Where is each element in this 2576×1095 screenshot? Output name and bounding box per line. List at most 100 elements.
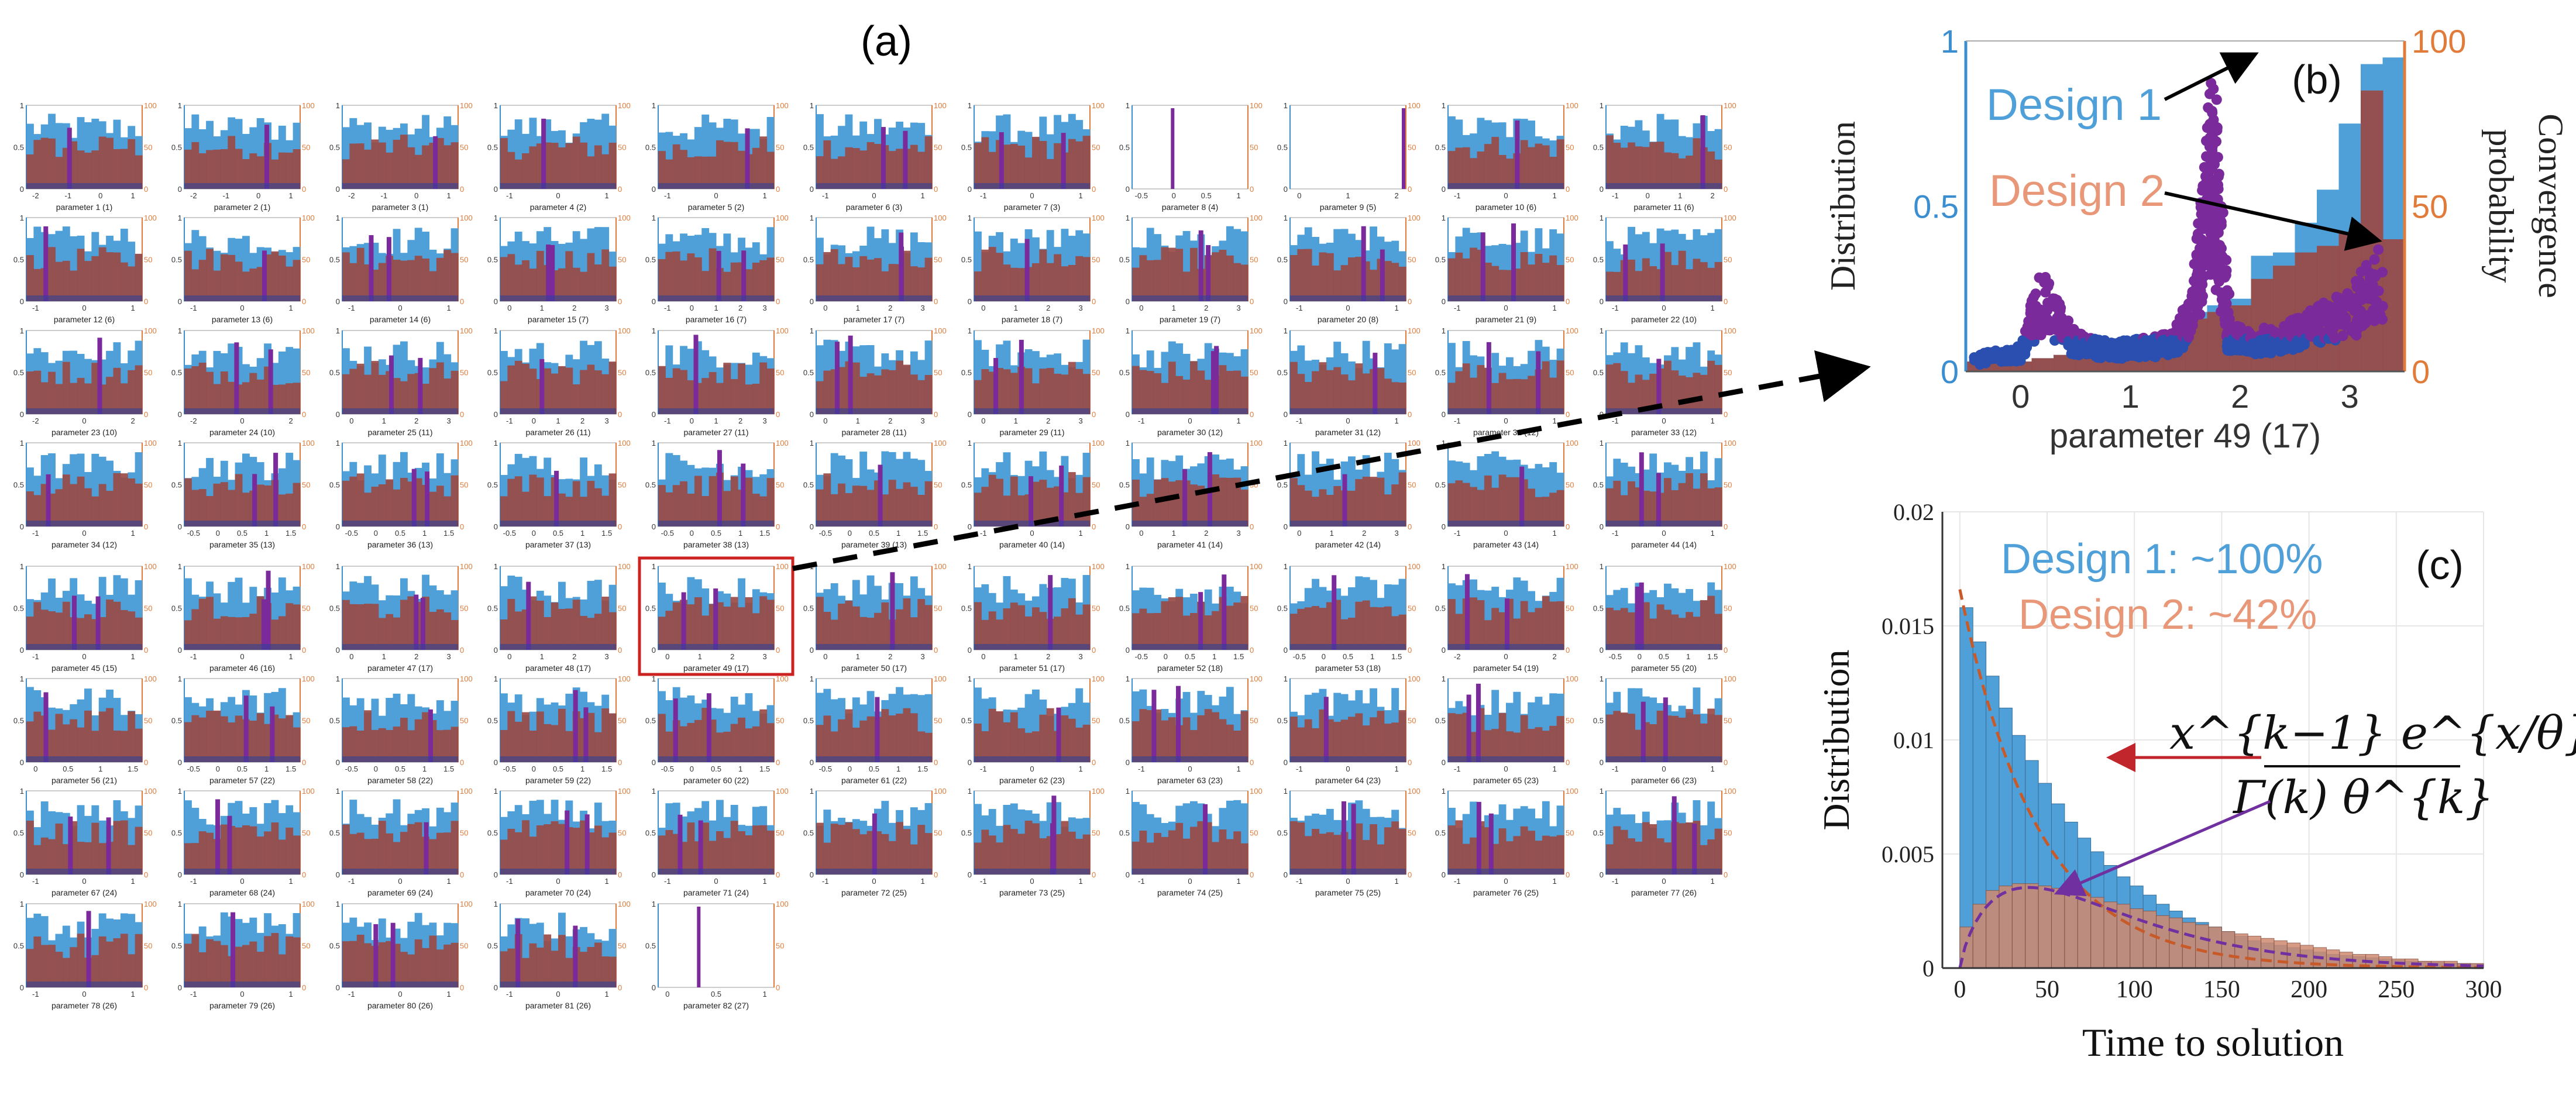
histogram-bar-design2 [1535, 841, 1543, 874]
y-right-tick: 50 [1566, 481, 1574, 490]
convergence-peak [268, 349, 273, 414]
x-tick: 1 [131, 652, 135, 661]
y-right-tick: 50 [1250, 604, 1258, 613]
histogram-label: parameter 2 (1) [214, 202, 270, 212]
x-tick: 1 [738, 529, 742, 538]
y-right-tick: 50 [302, 829, 310, 838]
histogram-bar-design2 [1024, 368, 1033, 414]
convergence-floor [342, 408, 458, 414]
x-tick: -0.5 [503, 765, 516, 773]
histogram-bar-design2 [1542, 145, 1550, 189]
y-left-tick: 1 [1126, 439, 1130, 447]
y-right-tick: 50 [144, 256, 152, 264]
convergence-peak [46, 474, 51, 526]
histogram-bar-design2 [536, 250, 544, 301]
histogram-bar-design2 [1384, 827, 1392, 874]
y-right-tick: 100 [776, 900, 789, 908]
histogram-bar-design2 [436, 949, 444, 987]
histogram-bar-design2 [77, 150, 85, 189]
y-right-tick: 0 [302, 185, 306, 194]
histogram-bar-design2 [1606, 844, 1614, 874]
histogram-bar-design2 [1146, 613, 1154, 650]
histogram-bar-design2 [1017, 834, 1026, 874]
histogram-bar-design2 [1082, 257, 1091, 301]
histogram-bar-design2 [1075, 727, 1084, 762]
convergence-peak [43, 226, 49, 301]
histogram-bar-design2 [206, 597, 214, 650]
histogram-bar-design2 [1290, 821, 1298, 874]
y-left-tick: 0.5 [803, 829, 814, 838]
histogram-bar-design2 [184, 478, 192, 526]
histogram-bar-design2 [1678, 717, 1686, 762]
histogram-bar-design2 [536, 825, 544, 874]
x-tick: 1.5 [601, 765, 612, 773]
histogram-bar-design2 [565, 608, 573, 650]
histogram-label: parameter 56 (21) [51, 776, 117, 785]
y-left-tick: 0 [652, 185, 656, 194]
histogram-bar-design2 [1520, 140, 1528, 189]
histogram-bar-design2 [256, 156, 264, 189]
histogram-label: parameter 46 (16) [209, 663, 275, 673]
histogram-bar-design2 [271, 251, 279, 301]
histogram-bar-design2 [256, 379, 264, 414]
histogram-bar-design2 [120, 820, 128, 874]
x-tick: 0.5 [553, 529, 563, 538]
y-left-tick: 0 [20, 646, 24, 655]
y-right-tick: 0 [618, 758, 622, 767]
x-tick: 0 [1662, 529, 1666, 538]
histogram-bar-design2 [924, 375, 933, 414]
histogram-bar-design2 [1628, 259, 1635, 301]
histogram-bar-design2 [974, 602, 982, 650]
x-tick: 2 [1046, 304, 1050, 312]
histogram-bar-design2 [572, 600, 580, 650]
y-right-tick: 50 [1408, 256, 1416, 264]
histogram-bar-design2 [996, 619, 1003, 650]
y-left-tick: 0 [336, 983, 340, 992]
y-right-tick: 100 [460, 214, 473, 222]
histogram-bar-design2 [823, 473, 831, 526]
histogram-bar-design2 [1010, 144, 1018, 189]
convergence-peak [1029, 476, 1034, 526]
histogram-bar-design2 [1240, 843, 1249, 874]
x-tick: -1 [506, 191, 513, 200]
histogram-bar-design2 [852, 606, 860, 650]
convergence-floor [1132, 869, 1248, 874]
y-right-tick: 50 [934, 829, 942, 838]
histogram-bar-design2 [1168, 597, 1176, 650]
y-left-tick: 1 [1126, 562, 1130, 571]
convergence-peak [741, 463, 746, 526]
x-tick: 2 [580, 416, 584, 425]
y-right-tick: 100 [1566, 674, 1578, 683]
x-tick: 1 [447, 304, 451, 312]
histogram-bar-design2 [1707, 360, 1715, 414]
y-right-tick: 50 [934, 604, 942, 613]
y-right-tick: 0 [618, 297, 622, 306]
y-left-tick: 0 [652, 758, 656, 767]
x-tick: 1 [1553, 877, 1557, 886]
histogram-bar-design2 [723, 607, 731, 650]
histogram-bar-design2 [536, 711, 544, 762]
convergence-peak [424, 822, 429, 874]
histogram-bar-design2 [1613, 271, 1621, 301]
x-tick: 1 [556, 416, 560, 425]
histogram-bar-design2 [845, 257, 853, 301]
histogram-bar-design2 [191, 609, 200, 650]
histogram-bar-design2 [859, 256, 868, 301]
histogram-bar-design2 [249, 373, 257, 414]
x-tick: 1 [131, 191, 135, 200]
x-tick: 0 [556, 877, 560, 886]
histogram-bar-design2 [1190, 361, 1198, 414]
histogram-bar-design2 [544, 824, 552, 874]
histogram-bar-design2 [529, 369, 537, 414]
histogram-bar-design2 [386, 833, 394, 874]
convergence-peak [993, 357, 999, 414]
x-tick: -2 [190, 191, 197, 200]
histogram-bar-design2 [1362, 600, 1370, 650]
y-left-tick: 1 [1600, 214, 1604, 222]
panel-b-dot [2044, 278, 2055, 289]
histogram-bar-design2 [1686, 709, 1693, 762]
y-left-tick: 0 [178, 758, 182, 767]
histogram-bar-design2 [84, 614, 92, 650]
